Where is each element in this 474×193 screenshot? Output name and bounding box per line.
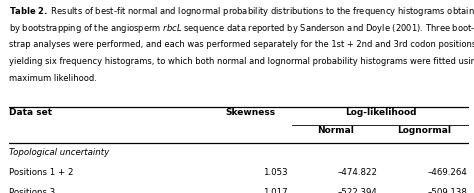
Text: Normal: Normal <box>318 126 355 135</box>
Text: 1.017: 1.017 <box>263 188 288 193</box>
Text: Skewness: Skewness <box>226 108 276 117</box>
Text: yielding six frequency histograms, to which both normal and lognormal probabilit: yielding six frequency histograms, to wh… <box>9 57 474 66</box>
Text: Topological uncertainty: Topological uncertainty <box>9 148 109 157</box>
Text: $\bf{Table\ 2.}$ Results of best-fit normal and lognormal probability distributi: $\bf{Table\ 2.}$ Results of best-fit nor… <box>9 5 474 18</box>
Text: –509.138: –509.138 <box>427 188 467 193</box>
Text: –469.264: –469.264 <box>427 168 467 177</box>
Text: –522.394: –522.394 <box>337 188 377 193</box>
Text: by bootstrapping of the angiosperm $\it{rbcL}$ sequence data reported by Sanders: by bootstrapping of the angiosperm $\it{… <box>9 22 474 35</box>
Text: –474.822: –474.822 <box>337 168 377 177</box>
Text: Positions 1 + 2: Positions 1 + 2 <box>9 168 74 177</box>
Text: 1.053: 1.053 <box>263 168 288 177</box>
Text: strap analyses were performed, and each was performed separately for the 1st + 2: strap analyses were performed, and each … <box>9 40 474 49</box>
Text: maximum likelihood.: maximum likelihood. <box>9 74 97 83</box>
Text: Log-likelihood: Log-likelihood <box>345 108 417 117</box>
Text: Data set: Data set <box>9 108 53 117</box>
Text: Positions 3: Positions 3 <box>9 188 56 193</box>
Text: Lognormal: Lognormal <box>397 126 451 135</box>
